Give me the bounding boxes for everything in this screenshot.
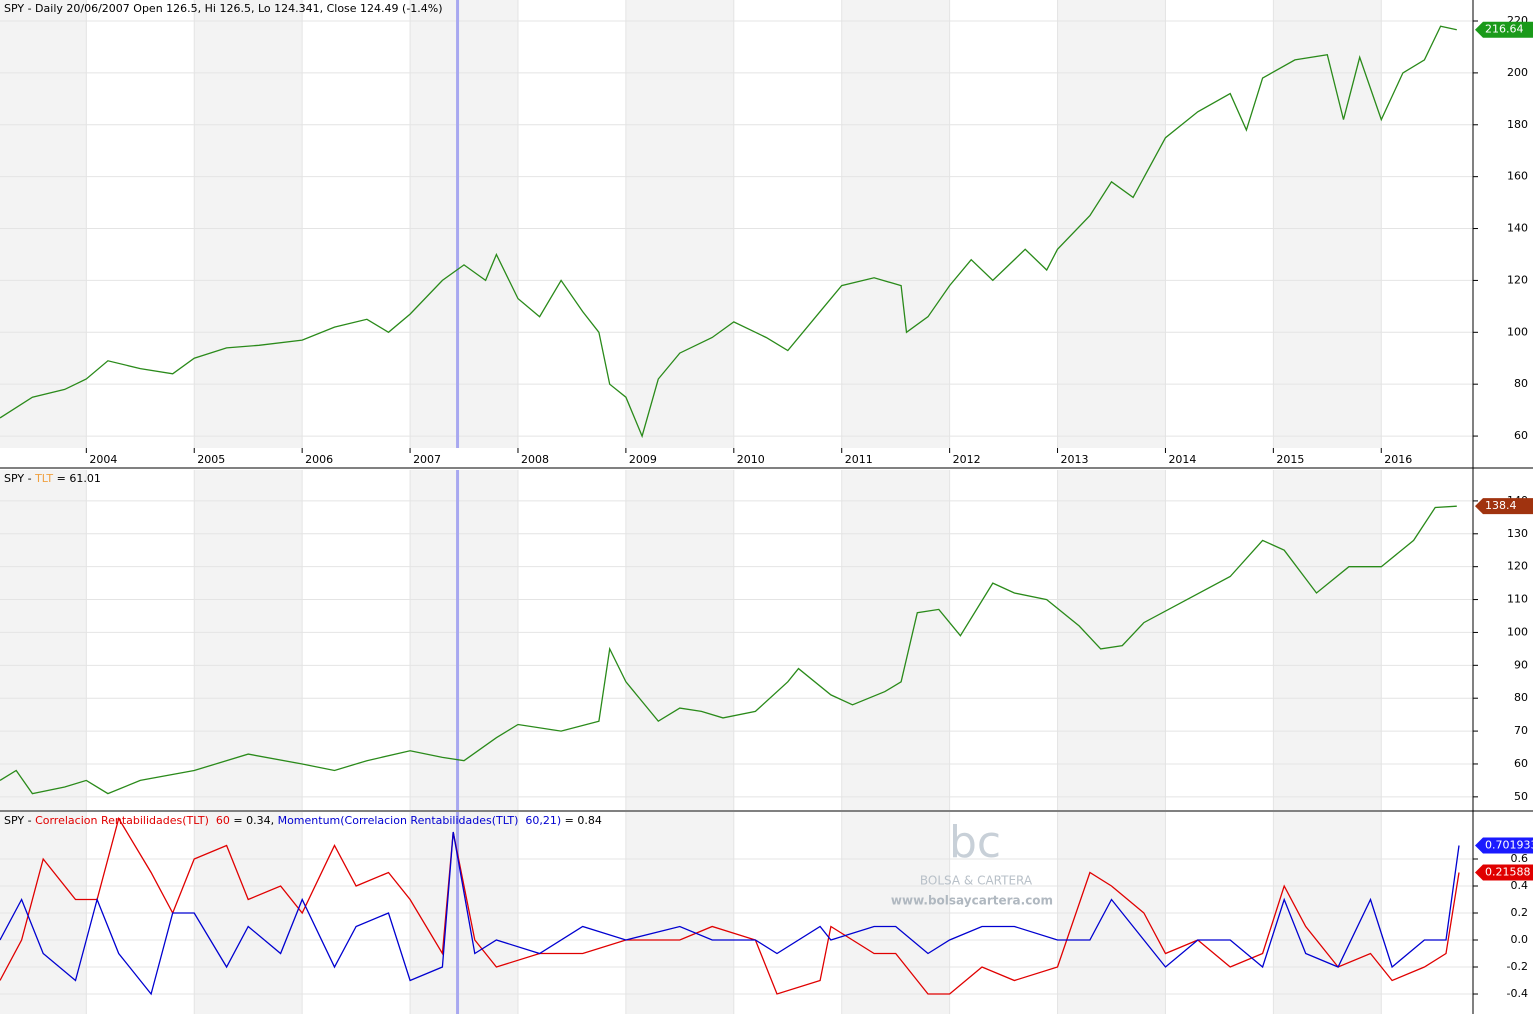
title-part: = 0.84 bbox=[561, 814, 602, 827]
title-part: SPY - Daily 20/06/2007 Open 126.5, Hi 12… bbox=[4, 2, 443, 15]
year-band bbox=[0, 0, 87, 448]
y-tick-label: 140 bbox=[1507, 222, 1528, 235]
x-tick-label: 2009 bbox=[629, 453, 657, 466]
y-tick-label: 50 bbox=[1514, 790, 1528, 803]
year-band bbox=[841, 0, 950, 448]
y-tick-label: 120 bbox=[1507, 560, 1528, 573]
title-part: SPY - bbox=[4, 472, 35, 485]
y-tick-label: 110 bbox=[1507, 593, 1528, 606]
price-marker bbox=[1475, 498, 1533, 515]
title-part: = 61.01 bbox=[53, 472, 101, 485]
title-part: SPY - bbox=[4, 814, 35, 827]
price-label: 0.701933 bbox=[1485, 838, 1533, 851]
year-band bbox=[194, 470, 303, 810]
year-band bbox=[841, 470, 950, 810]
price-marker bbox=[1475, 837, 1533, 854]
x-tick-label: 2010 bbox=[737, 453, 765, 466]
x-tick-label: 2014 bbox=[1168, 453, 1196, 466]
series-line bbox=[0, 505, 1457, 795]
year-band bbox=[0, 470, 87, 810]
price-label: 0.21588 bbox=[1485, 865, 1531, 878]
price-label: 138.4 bbox=[1485, 499, 1517, 512]
year-band bbox=[1057, 470, 1166, 810]
year-band bbox=[1057, 0, 1166, 448]
y-tick-label: 80 bbox=[1514, 691, 1528, 704]
x-tick-label: 2004 bbox=[89, 453, 117, 466]
y-tick-label: 60 bbox=[1514, 757, 1528, 770]
year-band bbox=[194, 0, 303, 448]
price-marker bbox=[1475, 864, 1533, 881]
x-tick-label: 2016 bbox=[1384, 453, 1412, 466]
y-tick-label: 60 bbox=[1514, 429, 1528, 442]
y-tick-label: 100 bbox=[1507, 625, 1528, 638]
price-marker bbox=[1475, 21, 1533, 38]
x-tick-label: 2008 bbox=[521, 453, 549, 466]
y-tick-label: 0.4 bbox=[1511, 879, 1529, 892]
price-label: 216.64 bbox=[1485, 23, 1524, 36]
x-tick-label: 2013 bbox=[1061, 453, 1089, 466]
year-band bbox=[410, 470, 518, 810]
y-tick-label: -0.2 bbox=[1507, 960, 1528, 973]
y-tick-label: 100 bbox=[1507, 325, 1528, 338]
title-part: Momentum(Correlacion Rentabilidades(TLT)… bbox=[278, 814, 562, 827]
x-tick-label: 2005 bbox=[197, 453, 225, 466]
x-tick-label: 2007 bbox=[413, 453, 441, 466]
y-tick-label: 0.6 bbox=[1511, 852, 1529, 865]
series-line bbox=[0, 816, 1460, 995]
y-tick-label: 130 bbox=[1507, 527, 1528, 540]
y-tick-label: 90 bbox=[1514, 658, 1528, 671]
y-tick-label: 0.0 bbox=[1511, 933, 1529, 946]
y-tick-label: 70 bbox=[1514, 724, 1528, 737]
watermark-name: BOLSA & CARTERA bbox=[920, 874, 1033, 888]
year-band bbox=[1273, 470, 1382, 810]
series-line bbox=[0, 25, 1457, 439]
y-tick-label: 120 bbox=[1507, 273, 1528, 286]
panel-title: SPY - Daily 20/06/2007 Open 126.5, Hi 12… bbox=[4, 2, 443, 15]
x-tick-label: 2012 bbox=[953, 453, 981, 466]
panel-title: SPY - TLT = 61.01 bbox=[4, 472, 101, 485]
year-band bbox=[625, 0, 734, 448]
year-band bbox=[625, 470, 734, 810]
watermark-logo: bc bbox=[949, 817, 1001, 868]
year-band bbox=[410, 0, 518, 448]
y-tick-label: 160 bbox=[1507, 170, 1528, 183]
watermark-url: www.bolsaycartera.com bbox=[891, 894, 1053, 908]
y-tick-label: 0.2 bbox=[1511, 906, 1529, 919]
y-tick-label: 200 bbox=[1507, 66, 1528, 79]
series-line bbox=[0, 831, 1460, 996]
title-part: TLT bbox=[34, 472, 53, 485]
panel-title: SPY - Correlacion Rentabilidades(TLT) 60… bbox=[4, 814, 602, 827]
title-part: = 0.34, bbox=[230, 814, 278, 827]
year-band bbox=[1273, 0, 1382, 448]
title-part: Correlacion Rentabilidades(TLT) 60 bbox=[35, 814, 230, 827]
y-tick-label: -0.4 bbox=[1507, 987, 1528, 1000]
y-tick-label: 80 bbox=[1514, 377, 1528, 390]
x-tick-label: 2011 bbox=[845, 453, 873, 466]
x-tick-label: 2006 bbox=[305, 453, 333, 466]
x-tick-label: 2015 bbox=[1276, 453, 1304, 466]
y-tick-label: 180 bbox=[1507, 118, 1528, 131]
